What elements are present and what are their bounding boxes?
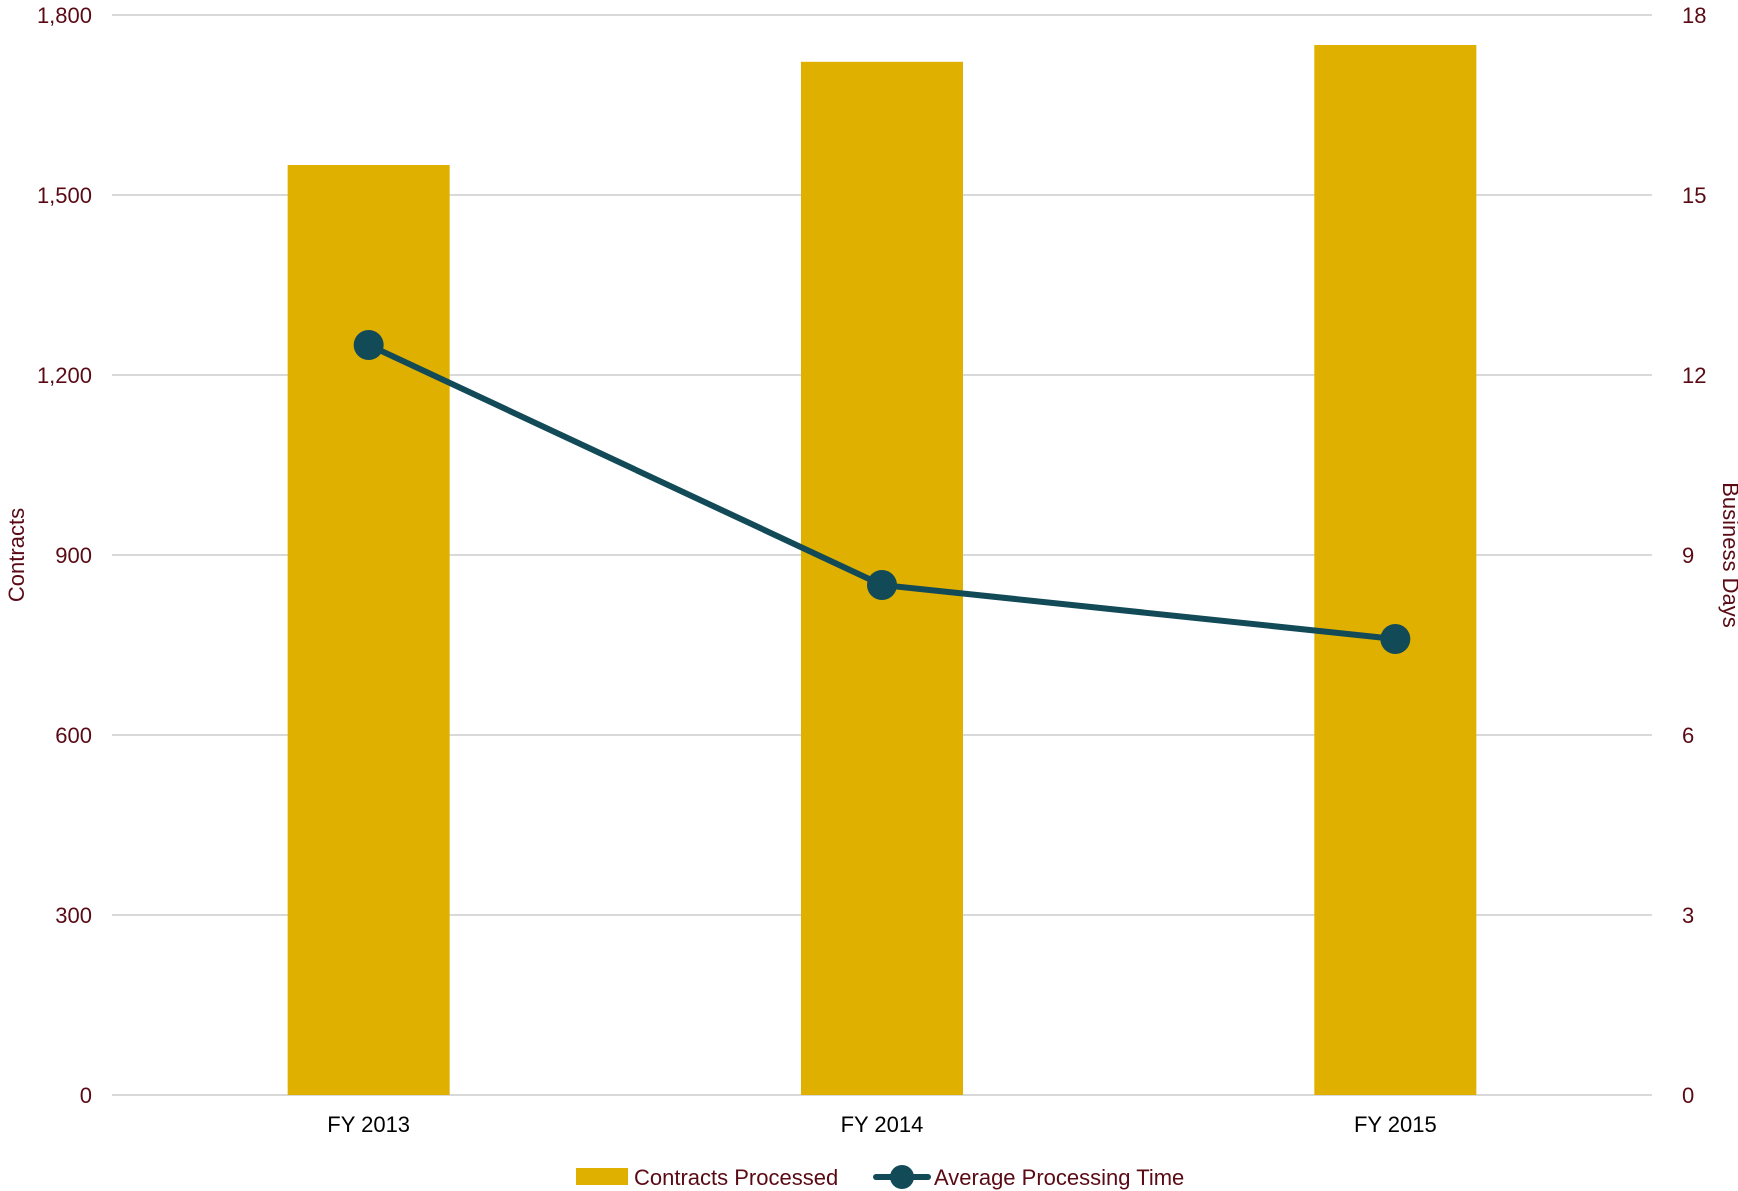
bars [287,45,1477,1095]
left-tick-label: 1,800 [37,3,92,28]
left-tick-label: 600 [55,723,92,748]
left-tick-label: 0 [80,1083,92,1108]
left-tick-label: 300 [55,903,92,928]
right-tick-label: 9 [1682,543,1694,568]
category-axis: FY 2013 FY 2014 FY 2015 [327,1112,1436,1137]
line-point [1380,624,1411,654]
legend-marker-swatch [890,1165,914,1189]
right-tick-label: 0 [1682,1083,1694,1108]
right-tick-label: 6 [1682,723,1694,748]
line-point [867,570,897,600]
legend: Contracts Processed Average Processing T… [576,1165,1184,1190]
right-tick-label: 15 [1682,183,1706,208]
right-tick-label: 3 [1682,903,1694,928]
left-axis-ticks: 0 300 600 900 1,200 1,500 1,800 [37,3,92,1108]
legend-label-contracts: Contracts Processed [634,1165,838,1190]
right-axis-ticks: 0 3 6 9 12 15 18 [1682,3,1706,1108]
bar [287,165,450,1095]
category-label: FY 2014 [841,1112,924,1137]
line-point [353,330,384,360]
legend-bar-swatch [576,1168,628,1185]
left-tick-label: 1,200 [37,363,92,388]
legend-item-contracts[interactable]: Contracts Processed [576,1165,838,1190]
category-label: FY 2013 [327,1112,410,1137]
right-tick-label: 12 [1682,363,1706,388]
left-tick-label: 900 [55,543,92,568]
right-axis-title: Business Days [1718,482,1738,628]
line-series [353,330,1411,654]
left-tick-label: 1,500 [37,183,92,208]
bar [1314,45,1477,1095]
left-axis-title: Contracts [4,508,29,602]
legend-label-processing-time: Average Processing Time [934,1165,1184,1190]
legend-item-processing-time[interactable]: Average Processing Time [873,1165,1184,1190]
category-label: FY 2015 [1354,1112,1437,1137]
right-tick-label: 18 [1682,3,1706,28]
